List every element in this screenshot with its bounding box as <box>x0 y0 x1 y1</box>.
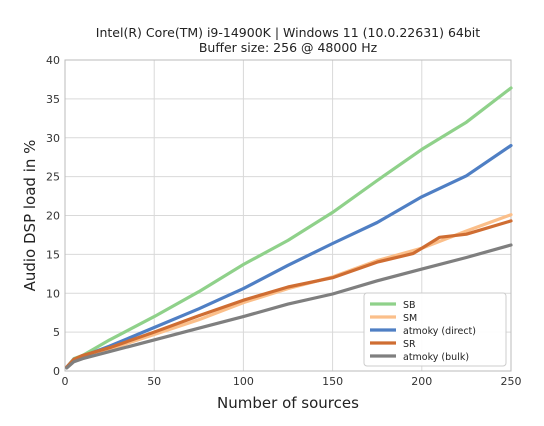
x-tick-label: 50 <box>147 375 161 388</box>
y-tick-label: 0 <box>53 365 60 378</box>
y-tick-label: 35 <box>46 93 60 106</box>
y-tick-label: 5 <box>53 326 60 339</box>
x-tick-label: 250 <box>501 375 522 388</box>
series-line-sr <box>65 219 513 369</box>
series-lines <box>65 86 513 370</box>
chart-subtitle: Buffer size: 256 @ 48000 Hz <box>199 40 378 55</box>
x-axis-label: Number of sources <box>217 394 359 412</box>
legend-label-atmoky-direct: atmoky (direct) <box>403 326 476 337</box>
y-tick-labels: 0 5 10 15 20 25 30 35 40 <box>46 54 60 378</box>
y-tick-label: 25 <box>46 171 60 184</box>
x-tick-label: 150 <box>322 375 343 388</box>
y-tick-label: 20 <box>46 210 60 223</box>
x-tick-labels: 0 50 100 150 200 250 <box>62 375 522 388</box>
legend-label-sr: SR <box>403 339 416 350</box>
legend-label-sb: SB <box>403 300 416 311</box>
y-axis-label: Audio DSP load in % <box>21 140 39 292</box>
legend-label-sm: SM <box>403 313 417 324</box>
legend: SB SM atmoky (direct) SR atmoky (bulk) <box>363 292 507 367</box>
legend-box <box>363 292 507 367</box>
y-tick-label: 10 <box>46 287 60 300</box>
y-tick-label: 40 <box>46 54 60 67</box>
x-tick-label: 0 <box>62 375 69 388</box>
series-line-atmoky-bulk <box>65 243 513 370</box>
chart-title: Intel(R) Core(TM) i9-14900K | Windows 11… <box>96 25 480 40</box>
y-tick-label: 15 <box>46 248 60 261</box>
y-tick-label: 30 <box>46 132 60 145</box>
x-tick-label: 100 <box>233 375 254 388</box>
x-tick-label: 200 <box>411 375 432 388</box>
legend-label-atmoky-bulk: atmoky (bulk) <box>403 352 469 363</box>
